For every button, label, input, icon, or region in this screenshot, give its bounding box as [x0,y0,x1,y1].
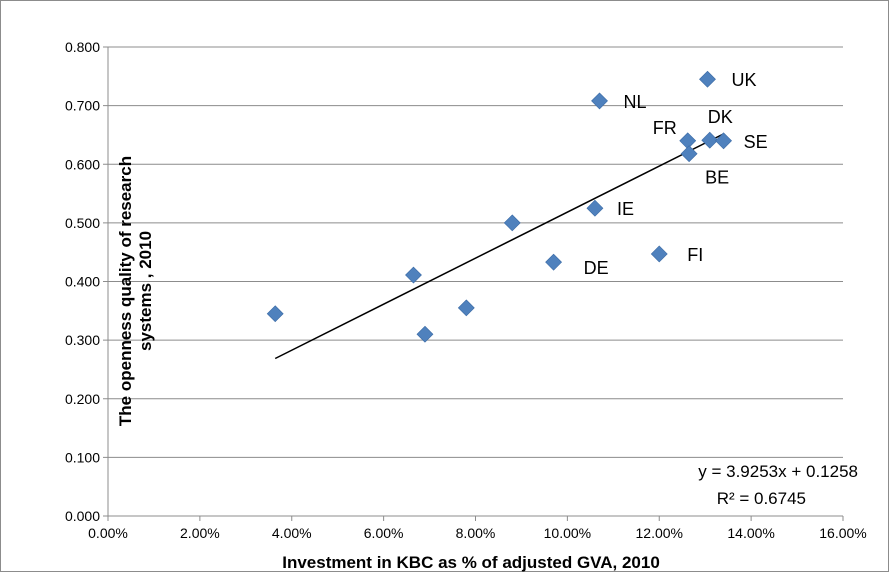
point-label: BE [705,168,729,188]
point-label: DK [708,107,733,127]
data-point [416,325,434,343]
x-tick-label: 10.00% [544,525,591,541]
y-tick-label: 0.200 [65,391,100,407]
y-tick-label: 0.400 [65,274,100,290]
point-label: SE [744,132,768,152]
data-point [701,131,719,149]
x-tick-label: 16.00% [819,525,866,541]
data-point [586,199,604,217]
data-point [591,92,608,110]
data-point [503,214,521,232]
data-points [266,70,732,343]
point-label: UK [731,70,756,90]
gridlines [108,46,843,458]
y-tick-label: 0.600 [65,156,100,172]
trendline-group [274,133,724,360]
point-label: DE [584,258,609,278]
point-label: FR [653,118,677,138]
point-label: FI [687,245,703,265]
data-point [679,132,697,150]
x-tick-label: 4.00% [272,525,312,541]
data-point [650,245,668,263]
point-label: NL [624,92,647,112]
y-axis-title-line-1: The openness quality of research [116,156,135,426]
x-tick-label: 0.00% [88,525,128,541]
data-point [405,266,422,284]
data-point [680,145,698,163]
point-label: IE [617,199,634,219]
x-tick-label: 12.00% [636,525,683,541]
y-tick-label: 0.300 [65,332,100,348]
y-axis-title-line-2: systems , 2010 [136,231,155,351]
trendline [274,133,724,360]
point-labels: DE IE NL FI FR BE DK UK SE [584,70,768,278]
data-point [457,299,475,317]
axes [103,46,844,521]
data-point [715,132,732,150]
y-tick-label: 0.000 [65,508,100,524]
x-tick-label: 6.00% [364,525,404,541]
x-tick-label: 8.00% [456,525,496,541]
y-tick-label: 0.800 [65,39,100,55]
y-tick-label: 0.700 [65,98,100,114]
trendline-equation: y = 3.9253x + 0.1258 [698,462,858,481]
trendline-r-squared: R² = 0.6745 [717,489,806,508]
x-axis-title: Investment in KBC as % of adjusted GVA, … [282,553,660,572]
data-point [699,70,716,88]
tick-labels: 0.000 0.100 0.200 0.300 0.400 0.500 0.600 0.700… [65,39,867,541]
y-tick-label: 0.500 [65,215,100,231]
y-axis-title: The openness quality of research systems… [116,156,155,426]
y-tick-label: 0.100 [65,449,100,465]
data-point [545,253,563,271]
data-point [266,305,284,323]
x-tick-label: 14.00% [727,525,774,541]
x-tick-label: 2.00% [180,525,220,541]
